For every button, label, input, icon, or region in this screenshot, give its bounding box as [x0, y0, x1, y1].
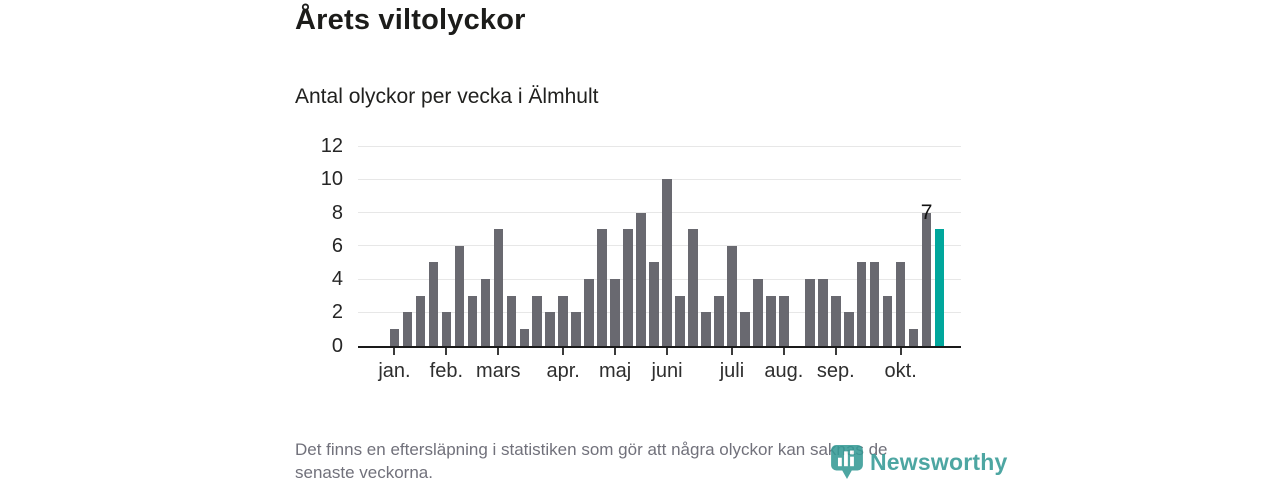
footnote-line-2: senaste veckorna. [295, 462, 433, 480]
x-axis-label-sep: sep. [816, 359, 855, 382]
bar-week [467, 295, 478, 346]
bar-week [895, 262, 906, 346]
y-axis-label-10: 10 [320, 168, 343, 191]
bar-week [805, 279, 815, 346]
gridline-y10 [358, 178, 961, 180]
bar-week [844, 312, 854, 346]
y-axis-label-0: 0 [331, 334, 343, 357]
x-tick-okt [899, 347, 902, 355]
bar-week [662, 179, 672, 346]
bar-week [454, 245, 465, 346]
bar-week [882, 295, 893, 346]
chart-subtitle: Antal olyckor per vecka i Älmhult [295, 85, 599, 108]
bar-week [441, 312, 452, 346]
bar-week [506, 295, 517, 346]
y-axis-label-12: 12 [320, 135, 343, 157]
newsworthy-logo: Newsworthy [831, 445, 1007, 480]
bar-week [597, 229, 607, 346]
bar-week [714, 295, 724, 346]
bar-week [701, 312, 711, 346]
gridline-y4 [358, 278, 961, 280]
bar-week [779, 295, 789, 346]
x-axis-label-apr: apr. [546, 359, 580, 382]
gridline-y6 [358, 245, 961, 247]
x-axis-label-okt: okt. [884, 359, 917, 382]
bar-week [571, 312, 581, 346]
x-tick-sep [834, 347, 837, 355]
bar-week [623, 229, 633, 346]
bar-week [545, 312, 555, 346]
gridline-y2 [358, 311, 961, 313]
newsworthy-logo-text: Newsworthy [870, 449, 1008, 475]
x-tick-jan [393, 347, 396, 355]
bar-week [558, 295, 568, 346]
x-tick-feb [445, 347, 448, 355]
x-axis-line [358, 345, 961, 348]
footnote: Det finns en eftersläpning i statistiken… [295, 439, 995, 480]
y-axis-label-4: 4 [331, 268, 343, 290]
bar-week-highlight [934, 229, 945, 346]
bar-week [818, 279, 828, 346]
bar-week [740, 312, 750, 346]
newsworthy-logo-icon [831, 445, 863, 479]
y-axis-label-6: 6 [331, 234, 343, 257]
x-axis-label-jan: jan. [378, 359, 411, 382]
bar-week [753, 279, 763, 346]
bar-week [636, 212, 646, 346]
x-tick-mars [497, 347, 500, 355]
y-axis-label-2: 2 [331, 301, 343, 324]
bar-week [908, 328, 919, 346]
bar-week [856, 262, 867, 346]
chart-title: Årets viltolyckor [295, 4, 526, 36]
x-axis-label-mars: mars [476, 359, 521, 382]
bar-week [389, 328, 400, 346]
footnote-line-1: Det finns en eftersläpning i statistiken… [295, 440, 888, 459]
gridline-y8 [358, 212, 961, 213]
x-tick-maj [614, 347, 617, 355]
bar-week [415, 295, 426, 346]
y-axis-label-8: 8 [331, 201, 343, 224]
bar-week [649, 262, 659, 346]
bar-week [428, 262, 439, 346]
x-tick-aug [782, 347, 785, 355]
bar-week [519, 328, 529, 346]
bar-week [921, 212, 932, 346]
bar-week [532, 295, 542, 346]
bar-week [831, 295, 841, 346]
bar-week [688, 229, 698, 346]
x-axis-label-aug: aug. [764, 359, 804, 382]
x-axis-label-juli: juli [719, 359, 745, 382]
bar-week [610, 279, 620, 346]
highlight-value-label: 7 [920, 201, 933, 225]
bar-week [675, 295, 685, 346]
x-tick-juli [730, 347, 733, 355]
x-axis-label-feb: feb. [429, 359, 464, 382]
x-tick-apr [562, 347, 565, 355]
x-axis-label-juni: juni [651, 359, 683, 382]
bar-week [584, 279, 594, 346]
x-tick-juni [666, 347, 669, 355]
bar-week [480, 279, 491, 346]
bar-week [727, 245, 737, 346]
bar-week [493, 229, 504, 346]
gridline-y12 [358, 145, 961, 147]
x-axis-label-maj: maj [598, 359, 632, 382]
bar-week [402, 312, 413, 346]
bar-week [869, 262, 880, 346]
bar-week [766, 295, 776, 346]
